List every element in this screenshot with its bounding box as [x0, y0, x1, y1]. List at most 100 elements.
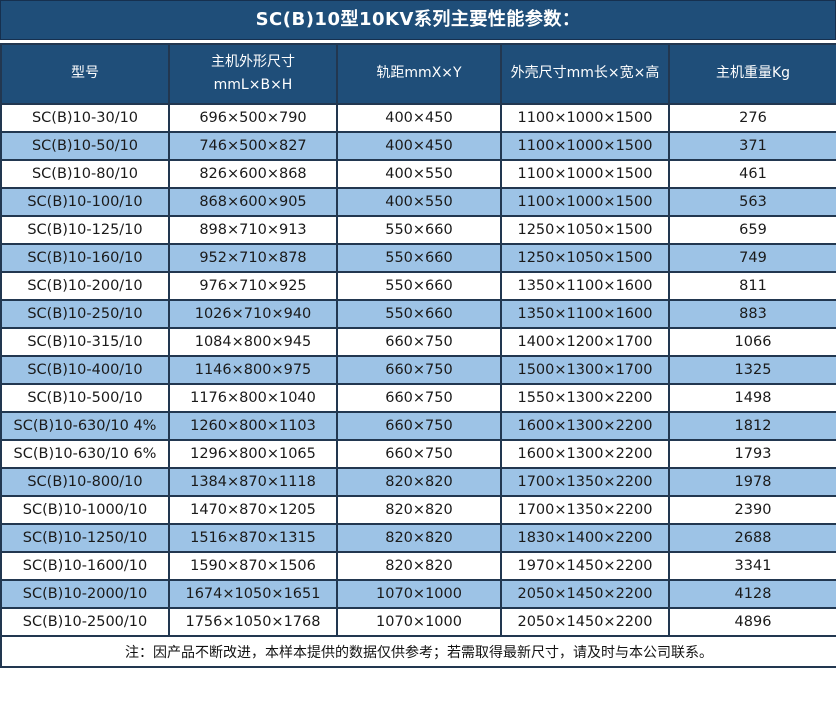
table-cell: 1100×1000×1500 — [500, 103, 670, 133]
table-row: SC(B)10-50/10 746×500×827 400×450 1100×1000… — [0, 131, 836, 161]
table-cell: SC(B)10-250/10 — [0, 299, 170, 329]
table-cell: 1325 — [668, 355, 836, 385]
table-cell: 1700×1350×2200 — [500, 467, 670, 497]
table-cell: 1350×1100×1600 — [500, 271, 670, 301]
table-cell: 820×820 — [336, 523, 502, 553]
table-cell: 1100×1000×1500 — [500, 159, 670, 189]
table-cell: 811 — [668, 271, 836, 301]
table-cell: 660×750 — [336, 355, 502, 385]
table-cell: SC(B)10-200/10 — [0, 271, 170, 301]
table-cell: SC(B)10-630/10 6% — [0, 439, 170, 469]
table-cell: 550×660 — [336, 271, 502, 301]
table-cell: 2050×1450×2200 — [500, 607, 670, 637]
table-cell: 1250×1050×1500 — [500, 243, 670, 273]
column-header-4: 外壳尺寸mm长×宽×高 — [500, 43, 670, 105]
table-cell: SC(B)10-1600/10 — [0, 551, 170, 581]
table-row: SC(B)10-160/10 952×710×878 550×660 1250×105… — [0, 243, 836, 273]
table-cell: 746×500×827 — [168, 131, 338, 161]
spec-table: 型号 主机外形尺寸 mmL×B×H 轨距mmX×Y 外壳尺寸mm长×宽×高 主机重量Kg … — [0, 43, 836, 668]
table-cell: 1830×1400×2200 — [500, 523, 670, 553]
table-cell: 1026×710×940 — [168, 299, 338, 329]
table-cell: 1498 — [668, 383, 836, 413]
table-row: SC(B)10-630/10 4% 1260×800×1103 660×750 160… — [0, 411, 836, 441]
table-row: SC(B)10-100/10 868×600×905 400×550 1100×100… — [0, 187, 836, 217]
table-cell: 400×450 — [336, 131, 502, 161]
table-cell: 2050×1450×2200 — [500, 579, 670, 609]
table-row: SC(B)10-1250/10 1516×870×1315 820×820 1830×… — [0, 523, 836, 553]
table-cell: SC(B)10-125/10 — [0, 215, 170, 245]
table-cell: 1516×870×1315 — [168, 523, 338, 553]
header-row: 型号 主机外形尺寸 mmL×B×H 轨距mmX×Y 外壳尺寸mm长×宽×高 主机重量Kg — [0, 43, 836, 105]
table-row: SC(B)10-400/10 1146×800×975 660×750 1500×13… — [0, 355, 836, 385]
table-cell: 868×600×905 — [168, 187, 338, 217]
table-cell: 1260×800×1103 — [168, 411, 338, 441]
table-row: SC(B)10-630/10 6% 1296×800×1065 660×750 160… — [0, 439, 836, 469]
table-cell: 371 — [668, 131, 836, 161]
table-cell: SC(B)10-2500/10 — [0, 607, 170, 637]
table-row: SC(B)10-1000/10 1470×870×1205 820×820 1700×… — [0, 495, 836, 525]
table-cell: 550×660 — [336, 243, 502, 273]
column-header-5: 主机重量Kg — [668, 43, 836, 105]
column-header-2: 主机外形尺寸 mmL×B×H — [168, 43, 338, 105]
table-row: SC(B)10-30/10 696×500×790 400×450 1100×1000… — [0, 103, 836, 133]
table-cell: 1084×800×945 — [168, 327, 338, 357]
table-cell: 400×450 — [336, 103, 502, 133]
table-body: SC(B)10-30/10 696×500×790 400×450 1100×1000… — [0, 103, 836, 637]
table-cell: 550×660 — [336, 299, 502, 329]
table-cell: 400×550 — [336, 159, 502, 189]
table-cell: SC(B)10-30/10 — [0, 103, 170, 133]
table-cell: 1600×1300×2200 — [500, 439, 670, 469]
table-cell: SC(B)10-160/10 — [0, 243, 170, 273]
table-cell: 1590×870×1506 — [168, 551, 338, 581]
column-header-1: 型号 — [0, 43, 170, 105]
footnote: 注：因产品不断改进，本样本提供的数据仅供参考；若需取得最新尺寸，请及时与本公司联… — [0, 635, 836, 668]
table-cell: 898×710×913 — [168, 215, 338, 245]
table-cell: 563 — [668, 187, 836, 217]
table-cell: 1066 — [668, 327, 836, 357]
table-cell: 400×550 — [336, 187, 502, 217]
table-cell: 1978 — [668, 467, 836, 497]
table-cell: 1100×1000×1500 — [500, 187, 670, 217]
table-cell: 1384×870×1118 — [168, 467, 338, 497]
table-cell: 276 — [668, 103, 836, 133]
table-cell: 1756×1050×1768 — [168, 607, 338, 637]
table-row: SC(B)10-1600/10 1590×870×1506 820×820 1970×… — [0, 551, 836, 581]
table-cell: 1296×800×1065 — [168, 439, 338, 469]
table-cell: 820×820 — [336, 467, 502, 497]
table-cell: 660×750 — [336, 439, 502, 469]
table-cell: 659 — [668, 215, 836, 245]
table-cell: 1700×1350×2200 — [500, 495, 670, 525]
table-cell: 1812 — [668, 411, 836, 441]
table-cell: SC(B)10-1250/10 — [0, 523, 170, 553]
table-cell: SC(B)10-1000/10 — [0, 495, 170, 525]
table-cell: 1100×1000×1500 — [500, 131, 670, 161]
footnote-row: 注：因产品不断改进，本样本提供的数据仅供参考；若需取得最新尺寸，请及时与本公司联… — [0, 635, 836, 668]
table-row: SC(B)10-80/10 826×600×868 400×550 1100×1000… — [0, 159, 836, 189]
table-cell: 1070×1000 — [336, 579, 502, 609]
table-cell: SC(B)10-100/10 — [0, 187, 170, 217]
table-cell: 550×660 — [336, 215, 502, 245]
table-row: SC(B)10-500/10 1176×800×1040 660×750 1550×1… — [0, 383, 836, 413]
table-cell: 2688 — [668, 523, 836, 553]
table-cell: SC(B)10-500/10 — [0, 383, 170, 413]
table-cell: 1350×1100×1600 — [500, 299, 670, 329]
table-row: SC(B)10-200/10 976×710×925 550×660 1350×110… — [0, 271, 836, 301]
table-cell: SC(B)10-2000/10 — [0, 579, 170, 609]
table-cell: 4128 — [668, 579, 836, 609]
table-row: SC(B)10-800/10 1384×870×1118 820×820 1700×1… — [0, 467, 836, 497]
table-cell: 1600×1300×2200 — [500, 411, 670, 441]
table-cell: 1250×1050×1500 — [500, 215, 670, 245]
table-cell: 1500×1300×1700 — [500, 355, 670, 385]
table-cell: 883 — [668, 299, 836, 329]
table-cell: 461 — [668, 159, 836, 189]
table-footer: 注：因产品不断改进，本样本提供的数据仅供参考；若需取得最新尺寸，请及时与本公司联… — [0, 635, 836, 668]
table-cell: SC(B)10-50/10 — [0, 131, 170, 161]
table-cell: 976×710×925 — [168, 271, 338, 301]
table-cell: 1146×800×975 — [168, 355, 338, 385]
table-row: SC(B)10-250/10 1026×710×940 550×660 1350×11… — [0, 299, 836, 329]
table-cell: 696×500×790 — [168, 103, 338, 133]
table-cell: 1550×1300×2200 — [500, 383, 670, 413]
table-cell: 3341 — [668, 551, 836, 581]
table-cell: 749 — [668, 243, 836, 273]
